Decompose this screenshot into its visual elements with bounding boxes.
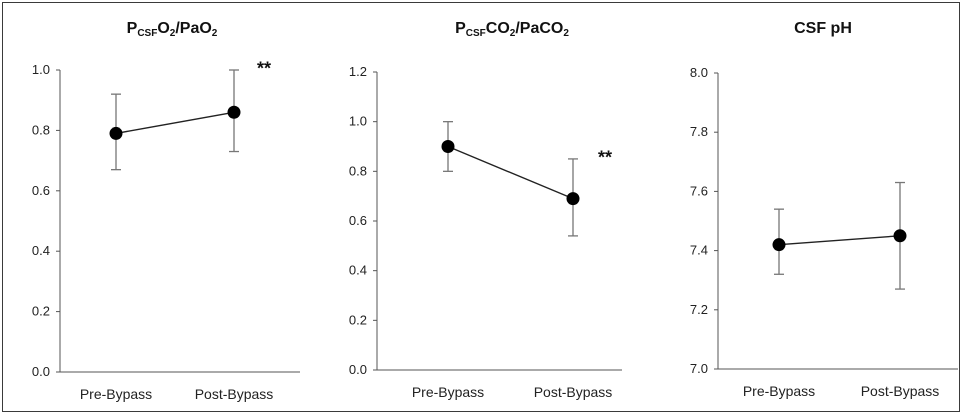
significance-marker: ** (257, 58, 271, 78)
significance-marker: ** (598, 148, 612, 168)
y-tick-label: 0.2 (349, 312, 367, 327)
y-tick-label: 0.6 (349, 213, 367, 228)
y-tick-label: 7.8 (690, 124, 708, 139)
x-category-label: Post-Bypass (195, 386, 274, 402)
x-category-label: Post-Bypass (861, 383, 940, 399)
series-line (778, 235, 901, 246)
y-tick-label: 0.0 (32, 364, 50, 379)
y-tick-label: 8.0 (690, 65, 708, 80)
title-part: 2 (563, 28, 569, 39)
title-part: CSF (137, 28, 157, 39)
chart-title: CSF pH (794, 20, 852, 37)
title-part: CSF (466, 28, 486, 39)
x-category-label: Pre-Bypass (80, 386, 152, 402)
title-part: /PaO (175, 20, 211, 37)
series-line (115, 111, 235, 135)
title-part: 2 (510, 28, 516, 39)
y-tick-label: 0.8 (32, 122, 50, 137)
x-category-label: Post-Bypass (534, 384, 613, 400)
title-part: P (455, 20, 466, 37)
title-part: O (157, 20, 169, 37)
chart-title: PCSFCO2/PaCO2 (455, 20, 569, 39)
y-tick-label: 0.0 (349, 362, 367, 377)
data-point (566, 192, 580, 206)
title-part: 2 (212, 28, 218, 39)
y-tick-label: 7.6 (690, 183, 708, 198)
data-point (772, 238, 786, 252)
title-part: /PaCO (515, 20, 563, 37)
data-point (227, 105, 241, 119)
y-tick-label: 0.8 (349, 163, 367, 178)
data-point (893, 229, 907, 243)
y-tick-label: 1.2 (349, 64, 367, 79)
y-tick-label: 7.4 (690, 243, 708, 258)
y-tick-label: 7.0 (690, 361, 708, 376)
y-tick-label: 0.4 (349, 263, 367, 278)
title-part: CO (486, 20, 510, 37)
data-point (441, 140, 455, 153)
y-tick-label: 0.6 (32, 183, 50, 198)
x-category-label: Pre-Bypass (743, 383, 815, 399)
title-part: P (127, 20, 138, 37)
y-tick-label: 1.0 (32, 62, 50, 77)
y-tick-label: 0.4 (32, 243, 50, 258)
y-tick-label: 0.2 (32, 304, 50, 319)
y-tick-label: 1.0 (349, 114, 367, 129)
series-line (447, 145, 574, 200)
figure-border (2, 2, 960, 412)
x-category-label: Pre-Bypass (412, 384, 484, 400)
data-point (109, 126, 123, 140)
chart-panel-3: CSF pH 7.0 7.2 7.4 7.6 7.8 8.0 Pre-Bypass Post-B… (690, 20, 958, 399)
title-part: CSF pH (794, 20, 852, 37)
chart-title: PCSFO2/PaO2 (127, 20, 218, 39)
y-tick-label: 7.2 (690, 302, 708, 317)
title-part: 2 (170, 28, 176, 39)
chart-panel-2: PCSFCO2/PaCO20.00.20.40.60.81.01.2Pre-By… (349, 20, 622, 400)
